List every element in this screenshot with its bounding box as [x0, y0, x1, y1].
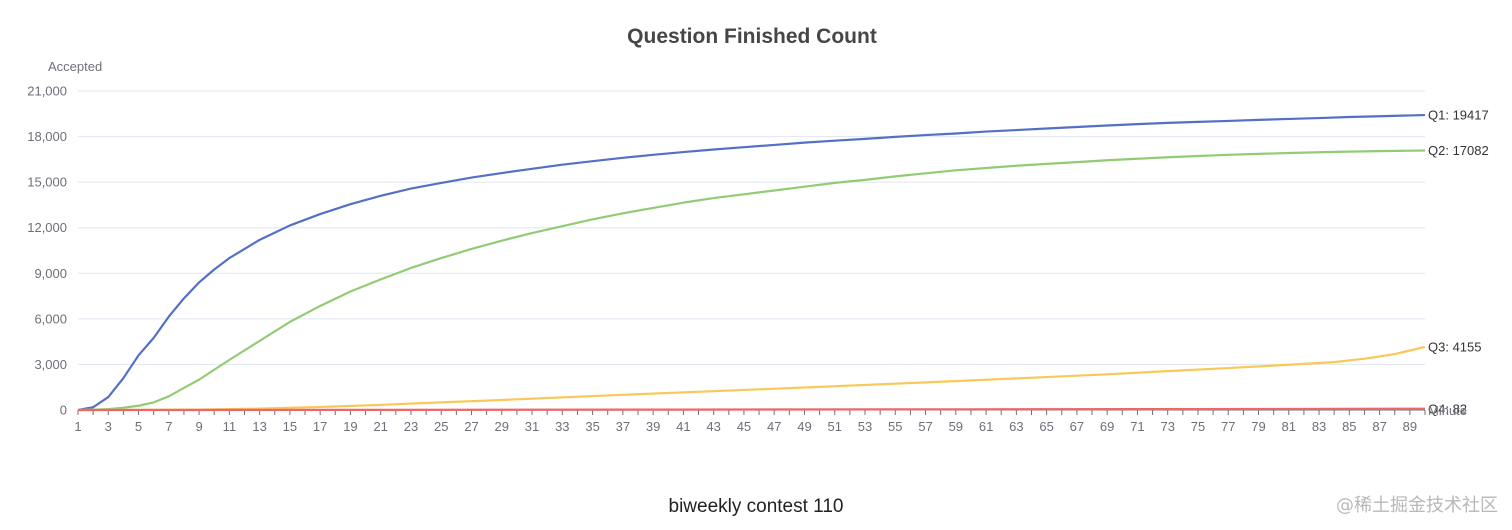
- series-line-q2: [77, 149, 1426, 412]
- x-tick-label: 13: [252, 419, 266, 434]
- x-tick-label: 17: [313, 419, 327, 434]
- x-tick-label: 31: [525, 419, 539, 434]
- y-tick-label: 15,000: [27, 175, 67, 190]
- x-tick-label: 49: [797, 419, 811, 434]
- x-tick-label: 23: [404, 419, 418, 434]
- gridlines: [78, 90, 1425, 365]
- series-line-q4: [77, 407, 1426, 412]
- x-tick-label: 3: [105, 419, 112, 434]
- x-tick-label: 79: [1251, 419, 1265, 434]
- x-tick-label: 29: [495, 419, 509, 434]
- y-tick-label: 9,000: [34, 266, 67, 281]
- x-tick-label: 81: [1282, 419, 1296, 434]
- x-tick-label: 61: [979, 419, 993, 434]
- y-tick-label: 21,000: [27, 84, 67, 99]
- series-line-q3: [77, 345, 1426, 412]
- y-axis-label: Accepted: [48, 59, 102, 74]
- x-tick-label: 71: [1130, 419, 1144, 434]
- x-tick-label: 35: [585, 419, 599, 434]
- y-tick-label: 3,000: [34, 357, 67, 372]
- x-tick-label: 69: [1100, 419, 1114, 434]
- x-tick-label: 85: [1342, 419, 1356, 434]
- x-tick-label: 33: [555, 419, 569, 434]
- x-tick-label: 25: [434, 419, 448, 434]
- end-label-q3: Q3: 4155: [1428, 339, 1482, 354]
- x-tick-label: 7: [165, 419, 172, 434]
- line-chart: Question Finished Count Accepted 0 3,000 6…: [27, 25, 1489, 434]
- end-label-q4: Q4: 82: [1428, 401, 1467, 416]
- x-tick-label: 83: [1312, 419, 1326, 434]
- x-tick-label: 67: [1070, 419, 1084, 434]
- x-tick-label: 21: [373, 419, 387, 434]
- x-tick-label: 15: [283, 419, 297, 434]
- x-tick-label: 51: [828, 419, 842, 434]
- x-tick-label: 5: [135, 419, 142, 434]
- x-tick-label: 55: [888, 419, 902, 434]
- series-end-labels: Q1: 19417 Q2: 17082 Q3: 4155 Q4: 82: [1428, 108, 1489, 417]
- y-tick-label: 12,000: [27, 220, 67, 235]
- y-tick-label: 0: [60, 403, 67, 418]
- x-tick-label: 73: [1160, 419, 1174, 434]
- x-tick-label: 43: [706, 419, 720, 434]
- series-line-q1: [77, 113, 1426, 412]
- x-tick-label: 75: [1191, 419, 1205, 434]
- x-axis: 1 3 5 7 9 11 13 15 17 19 21 23 25 27 29 31 33 35 37 39 41 43 4…: [74, 409, 1426, 434]
- x-tick-label: 41: [676, 419, 690, 434]
- chart-title: Question Finished Count: [627, 25, 877, 48]
- x-tick-label: 59: [949, 419, 963, 434]
- x-tick-label: 89: [1403, 419, 1417, 434]
- y-tick-label: 18,000: [27, 129, 67, 144]
- x-tick-label: 87: [1372, 419, 1386, 434]
- x-tick-label: 57: [918, 419, 932, 434]
- x-tick-label: 19: [343, 419, 357, 434]
- x-axis-label: Minute: [1428, 403, 1467, 418]
- x-tick-label: 39: [646, 419, 660, 434]
- end-label-q1: Q1: 19417: [1428, 108, 1489, 123]
- x-tick-label: 45: [737, 419, 751, 434]
- y-axis-ticks: 0 3,000 6,000 9,000 12,000 15,000 18,000 21,000: [27, 84, 67, 418]
- x-tick-label: 11: [223, 419, 237, 434]
- chart-caption: biweekly contest 110: [668, 496, 844, 517]
- x-tick-label: 47: [767, 419, 781, 434]
- x-tick-label: 77: [1221, 419, 1235, 434]
- x-tick-label: 37: [616, 419, 630, 434]
- series-lines: [77, 113, 1426, 412]
- y-tick-label: 6,000: [34, 311, 67, 326]
- end-label-q2: Q2: 17082: [1428, 143, 1489, 158]
- x-tick-label: 1: [74, 419, 81, 434]
- x-tick-label: 9: [195, 419, 202, 434]
- watermark: @稀土掘金技术社区: [1336, 495, 1498, 516]
- x-tick-label: 65: [1039, 419, 1053, 434]
- x-tick-label: 27: [464, 419, 478, 434]
- x-tick-label: 53: [858, 419, 872, 434]
- x-tick-label: 63: [1009, 419, 1023, 434]
